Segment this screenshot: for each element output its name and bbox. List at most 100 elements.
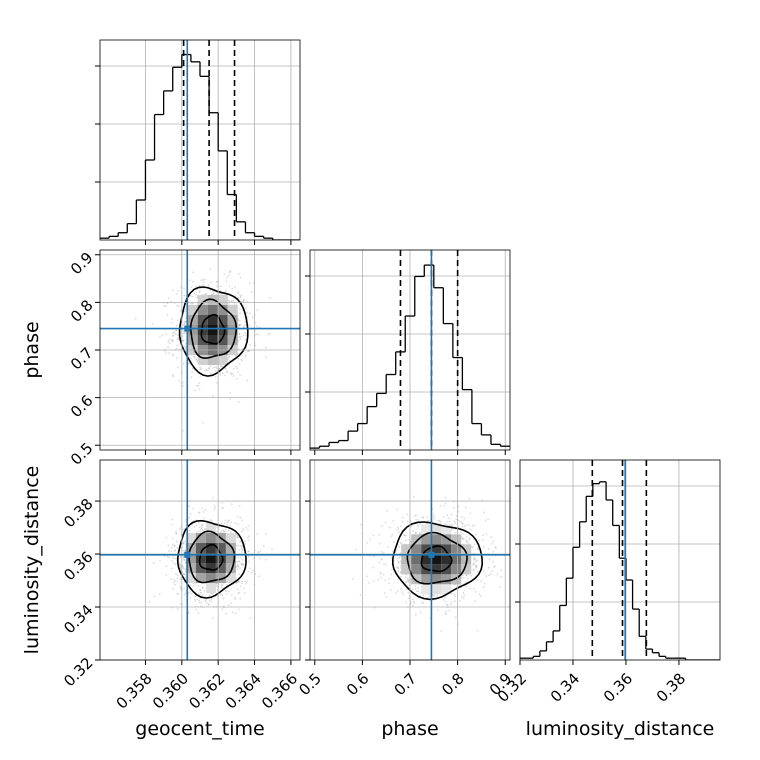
density-cell [197, 295, 208, 305]
sample-point [183, 287, 185, 290]
density-cell [227, 315, 238, 325]
contour-line [189, 298, 237, 359]
sample-point [173, 578, 176, 581]
sample-point [204, 278, 207, 281]
density-cell [205, 573, 216, 584]
sample-point [241, 563, 244, 566]
sample-point [228, 519, 231, 522]
sample-point [189, 302, 192, 305]
panel-frame [309, 249, 511, 451]
sample-point [384, 521, 387, 524]
sample-point [238, 324, 241, 327]
y-axis-label-luminosity-distance: luminosity_distance [21, 466, 43, 655]
sample-point [269, 332, 271, 335]
sample-point [470, 545, 473, 548]
sample-point [237, 544, 239, 547]
sample-point [383, 592, 386, 595]
sample-point [415, 514, 418, 517]
sample-point [210, 293, 213, 296]
sample-point [216, 526, 218, 529]
sample-point [215, 367, 218, 370]
sample-point [228, 274, 230, 277]
sample-point [236, 563, 239, 566]
sample-point [392, 550, 394, 553]
sample-point [185, 320, 187, 323]
sample-point [246, 379, 249, 382]
sample-point [209, 519, 212, 521]
sample-point [222, 597, 225, 600]
sample-point [407, 578, 410, 581]
contour-line [188, 530, 236, 584]
sample-point [205, 602, 208, 605]
sample-point [181, 339, 184, 342]
sample-point [242, 563, 245, 566]
sample-point [221, 584, 223, 586]
sample-point [212, 292, 215, 295]
sample-point [412, 604, 415, 607]
sample-point [230, 373, 233, 376]
sample-point [176, 608, 179, 610]
sample-point [238, 362, 241, 365]
sample-point [264, 532, 267, 535]
sample-point [244, 355, 247, 358]
density-cell [411, 534, 422, 545]
sample-point [226, 276, 228, 279]
contour-line [178, 286, 249, 377]
sample-point [237, 357, 240, 360]
density-cell [187, 325, 198, 335]
sample-point [380, 557, 383, 560]
sample-point [134, 317, 137, 320]
sample-point [219, 285, 222, 288]
sample-point [215, 582, 218, 585]
sample-point [182, 330, 185, 333]
sample-point [244, 540, 246, 543]
sample-point [449, 603, 452, 606]
sample-point [237, 326, 240, 328]
sample-point [215, 281, 218, 283]
density-cell [215, 573, 226, 584]
sample-point [237, 371, 239, 374]
x-tick-label: 0.362 [185, 670, 228, 713]
sample-point [200, 367, 203, 370]
density-cell [225, 553, 236, 564]
sample-point [474, 590, 477, 593]
sample-point [463, 525, 466, 528]
sample-point [368, 582, 370, 584]
sample-point [193, 598, 196, 601]
sample-point [237, 556, 240, 559]
density-cell [217, 335, 228, 345]
sample-point [388, 577, 391, 580]
density-cell [411, 554, 422, 565]
sample-point [220, 586, 223, 589]
sample-point [419, 523, 421, 525]
sample-point [245, 582, 247, 585]
sample-point [406, 520, 409, 523]
sample-point [182, 339, 185, 342]
sample-point [454, 600, 456, 603]
sample-point [366, 541, 369, 544]
sample-point [207, 603, 210, 605]
sample-point [442, 599, 445, 601]
sample-point [171, 518, 174, 521]
x-axis-label-luminosity-distance: luminosity_distance [526, 718, 715, 740]
density-cell [227, 305, 238, 315]
sample-point [258, 575, 261, 578]
sample-point [239, 541, 242, 544]
density-cell [451, 564, 462, 575]
sample-point [238, 333, 241, 335]
sample-point [405, 539, 407, 541]
panel-frame [99, 249, 301, 451]
sample-point [182, 528, 184, 531]
sample-point [360, 523, 362, 526]
sample-point [236, 581, 239, 584]
sample-point [229, 524, 231, 527]
sample-point [179, 578, 182, 581]
sample-point [174, 544, 176, 547]
sample-point [238, 293, 241, 296]
x-tick-label: 0.38 [653, 670, 689, 706]
sample-point [202, 523, 204, 526]
sample-point [426, 596, 429, 599]
sample-point [176, 366, 179, 369]
sample-point [201, 284, 204, 286]
sample-point [238, 336, 241, 339]
